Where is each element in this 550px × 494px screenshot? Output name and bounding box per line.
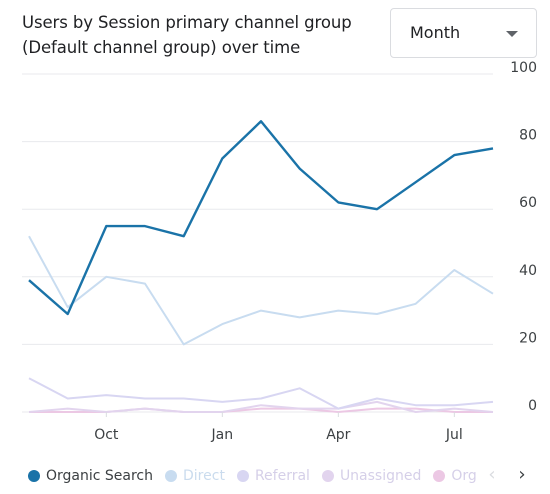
series-line-direct[interactable] [28, 235, 494, 346]
legend-label: Organic Search [46, 468, 154, 484]
legend-item-org[interactable]: Org [433, 468, 477, 484]
chart-ticks: 100 80 60 40 20 0 Oct Jan Apr Jul [94, 60, 537, 443]
period-select[interactable]: Month [390, 8, 537, 58]
legend-dot-icon [321, 470, 334, 482]
legend-label: Referral [254, 468, 310, 484]
chart-series [28, 120, 494, 413]
period-select-value: Month [410, 23, 461, 42]
legend-next-button[interactable]: › [512, 463, 532, 487]
y-tick-label: 20 [519, 330, 537, 346]
x-tick-label: Oct [94, 427, 119, 443]
series-line-referral[interactable] [28, 377, 494, 410]
legend-item-organic-search[interactable]: Organic Search [28, 468, 153, 484]
legend-prev-button[interactable]: ‹ [482, 463, 502, 487]
legend-label: Direct [183, 468, 225, 484]
y-tick-label: 60 [519, 195, 537, 211]
chart-title: Users by Session primary channel group (… [22, 13, 352, 57]
legend-item-direct[interactable]: Direct [165, 468, 225, 484]
chart-legend: Organic Search Direct Referral Unassigned Or… [28, 464, 498, 488]
legend-item-referral[interactable]: Referral [236, 468, 310, 484]
series-line-unassigned[interactable] [28, 400, 494, 413]
legend-dot-icon [433, 470, 446, 482]
legend-dot-icon [236, 470, 249, 482]
legend-dot-icon [28, 470, 40, 482]
legend-label: Org [451, 468, 477, 484]
y-tick-label: 80 [519, 128, 537, 144]
x-tick-label: Jul [445, 427, 463, 443]
x-tick-label: Jan [211, 427, 234, 443]
legend-item-unassigned[interactable]: Unassigned [321, 468, 422, 484]
legend-dot-icon [165, 470, 178, 482]
series-line-organic-search[interactable] [28, 120, 494, 316]
chevron-down-icon [506, 31, 518, 37]
legend-label: Unassigned [339, 468, 422, 484]
y-tick-label: 0 [528, 398, 537, 414]
y-tick-label: 100 [510, 60, 537, 76]
x-tick-label: Apr [326, 427, 350, 443]
y-tick-label: 40 [519, 263, 537, 279]
